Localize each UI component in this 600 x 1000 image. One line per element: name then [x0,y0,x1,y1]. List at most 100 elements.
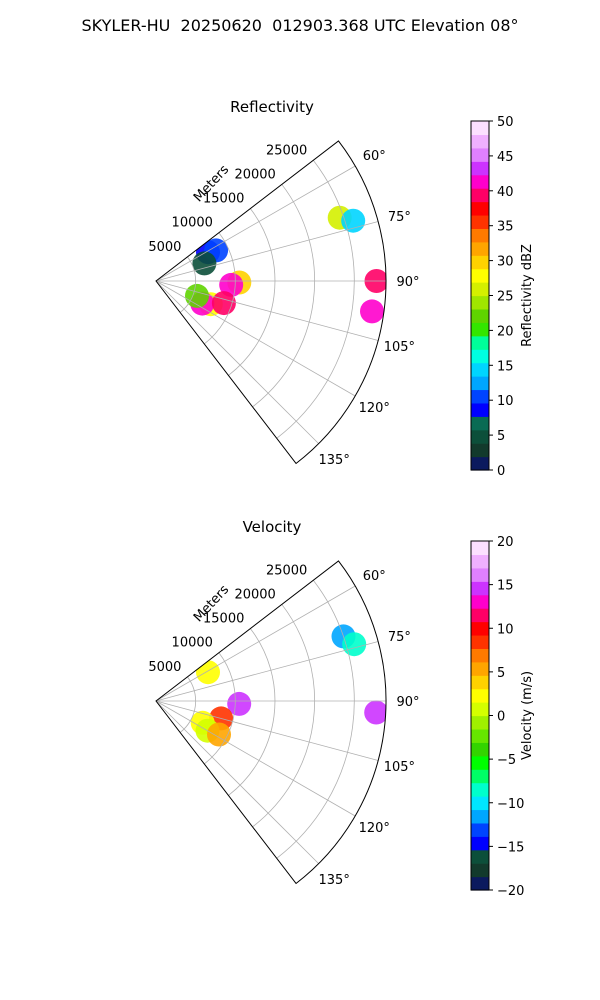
colorbar-tick-label: 0 [497,464,505,479]
colorbar-swatch [471,268,489,283]
colorbar-tick-label: 25 [497,290,514,305]
azimuth-gridline [155,280,379,341]
colorbar-swatch [471,121,489,136]
azimuth-tick-label: 120° [359,401,390,416]
sector-outline [155,560,387,885]
data-cell [207,722,231,747]
colorbar-tick-label: 45 [497,150,514,165]
radial-tick-label: 20000 [234,167,275,182]
colorbar-label: Reflectivity dBZ [520,244,535,347]
radial-tick-label: 15000 [203,192,244,207]
colorbar: 0 5 10 15 20 25 30 35 40 45 50 Reflectivity dBZ [470,115,535,479]
azimuth-tick-label: 90° [396,275,419,290]
data-cell [342,632,367,657]
colorbar-swatch [471,742,489,757]
colorbar-swatch [471,295,489,310]
colorbar-swatch [471,809,489,824]
colorbar-tick-label: −5 [497,753,516,768]
colorbar-tick-label: 15 [497,359,514,374]
radial-gridline [252,184,316,408]
azimuth-tick-label: 60° [363,569,386,584]
azimuth-tick-label: 60° [363,149,386,164]
colorbar-swatch [471,554,489,569]
colorbar-swatch [471,621,489,636]
colorbar-swatch [471,443,489,458]
azimuth-tick-label: 135° [319,873,350,888]
azimuth-tick-label: 90° [396,695,419,710]
panel-title: Reflectivity [230,98,314,116]
azimuth-gridline [155,700,379,761]
colorbar-swatch [471,416,489,431]
colorbar-swatch [471,822,489,837]
colorbar-swatch [471,362,489,377]
radial-tick-label: 25000 [266,563,307,578]
radial-gridline [179,256,197,313]
colorbar-swatch [471,161,489,176]
colorbar-swatch [471,174,489,189]
azimuth-tick-label: 105° [384,340,415,355]
data-cell [192,251,217,276]
azimuth-tick-label: 75° [388,630,411,645]
colorbar-swatch [471,634,489,649]
colorbar-swatch [471,429,489,444]
colorbar-swatch [471,308,489,323]
colorbar-swatch [471,755,489,770]
colorbar-tick-label: 20 [497,535,514,550]
colorbar-swatch [471,648,489,663]
colorbar-swatch [471,376,489,391]
colorbar-swatch [471,282,489,297]
radial-tick-label: 15000 [203,612,244,627]
colorbar-tick-label: 35 [497,220,514,235]
colorbar-swatch [471,796,489,811]
azimuth-gridline [155,221,379,282]
colorbar-swatch [471,567,489,582]
colorbar-swatch [471,876,489,891]
colorbar-swatch [471,581,489,596]
colorbar-swatch [471,702,489,717]
colorbar-swatch [471,147,489,162]
colorbar-tick-label: 5 [497,666,505,681]
azimuth-gridline [155,165,356,282]
data-cell [360,299,384,324]
azimuth-gridline [155,641,379,702]
colorbar: −20 −15 −10 −5 0 5 10 15 20 Velocity (m/s) [470,535,535,899]
colorbar-tick-label: 40 [497,185,514,200]
radar-data [190,624,386,747]
figure-title: SKYLER-HU 20250620 012903.368 UTC Elevat… [81,16,519,35]
colorbar-label: Velocity (m/s) [520,671,535,760]
colorbar-swatch [471,201,489,216]
data-cell [185,283,209,308]
radial-tick-label: 5000 [148,660,181,675]
radial-gridline [204,652,236,765]
azimuth-tick-label: 120° [359,821,390,836]
radial-gridline [179,676,197,733]
colorbar-swatch [471,134,489,149]
colorbar-tick-label: 10 [497,394,514,409]
data-cell [196,660,220,685]
colorbar-swatch [471,255,489,270]
colorbar-tick-label: 15 [497,579,514,594]
colorbar-tick-label: −20 [497,884,524,899]
radar-data [185,205,386,324]
colorbar-swatch [471,322,489,337]
colorbar-swatch [471,456,489,471]
polar-panel-1: Velocity500010000150002000025000Meters60… [148,518,419,888]
colorbar-swatch [471,594,489,609]
radial-gridline [276,160,355,439]
azimuth-gridline [155,700,319,864]
radial-tick-label: 10000 [172,636,213,651]
colorbar-swatch [471,836,489,851]
colorbar-tick-label: −10 [497,797,524,812]
azimuth-tick-label: 135° [319,453,350,468]
panel-title: Velocity [243,518,302,536]
radial-tick-label: 20000 [234,587,275,602]
radial-gridline [252,604,316,828]
colorbar-swatch [471,349,489,364]
colorbar-tick-label: 50 [497,115,514,130]
colorbar-swatch [471,661,489,676]
colorbar-swatch [471,608,489,623]
radial-tick-label: 5000 [148,240,181,255]
colorbar-swatch [471,241,489,256]
azimuth-tick-label: 75° [388,210,411,225]
